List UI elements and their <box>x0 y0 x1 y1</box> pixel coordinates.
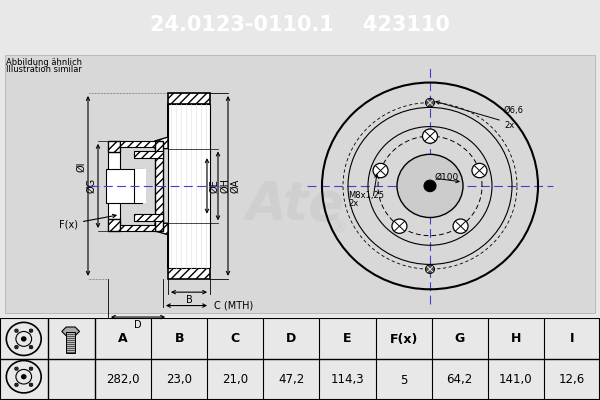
Text: M8x1,25: M8x1,25 <box>348 191 384 200</box>
Text: D: D <box>286 332 296 346</box>
Circle shape <box>453 219 468 233</box>
Polygon shape <box>134 150 163 158</box>
Circle shape <box>29 346 33 349</box>
Circle shape <box>15 383 18 386</box>
Circle shape <box>373 163 388 178</box>
Text: F(x): F(x) <box>389 332 418 346</box>
Circle shape <box>397 154 463 218</box>
Circle shape <box>472 163 487 178</box>
Circle shape <box>22 375 26 379</box>
Circle shape <box>424 180 436 192</box>
Polygon shape <box>155 141 163 231</box>
Circle shape <box>29 329 33 332</box>
Text: Ate: Ate <box>245 179 344 231</box>
Circle shape <box>392 219 407 233</box>
Text: 2x: 2x <box>504 121 514 130</box>
Text: A: A <box>118 332 128 346</box>
Text: G: G <box>455 332 465 346</box>
Text: 141,0: 141,0 <box>499 374 533 386</box>
Text: ®: ® <box>332 220 347 234</box>
Text: 21,0: 21,0 <box>222 374 248 386</box>
Polygon shape <box>155 223 168 268</box>
Text: H: H <box>511 332 521 346</box>
Circle shape <box>422 129 437 143</box>
Text: ØI: ØI <box>76 162 86 172</box>
Text: Abbildung ähnlich: Abbildung ähnlich <box>6 58 82 67</box>
Text: E: E <box>343 332 352 346</box>
Bar <box>106 169 142 203</box>
Text: C: C <box>231 332 240 346</box>
Circle shape <box>425 98 434 107</box>
Text: B: B <box>175 332 184 346</box>
Polygon shape <box>168 268 210 279</box>
Text: Ø6,6: Ø6,6 <box>504 106 524 115</box>
Polygon shape <box>108 220 120 231</box>
Text: 23,0: 23,0 <box>166 374 192 386</box>
Text: ØG: ØG <box>86 178 96 194</box>
Text: B: B <box>185 295 193 305</box>
Text: 64,2: 64,2 <box>446 374 473 386</box>
Polygon shape <box>155 104 168 148</box>
Text: ØE: ØE <box>209 179 219 193</box>
Text: 2x: 2x <box>348 199 358 208</box>
Text: 24.0123-0110.1    423110: 24.0123-0110.1 423110 <box>150 15 450 35</box>
Text: C (MTH): C (MTH) <box>214 300 253 310</box>
Text: 5: 5 <box>400 374 407 386</box>
Polygon shape <box>108 141 120 152</box>
Bar <box>66 332 76 353</box>
Circle shape <box>425 265 434 274</box>
Text: ØH: ØH <box>220 178 230 194</box>
Circle shape <box>22 337 26 341</box>
Polygon shape <box>62 327 80 336</box>
Circle shape <box>15 367 18 370</box>
Text: 282,0: 282,0 <box>106 374 140 386</box>
Text: Illustration similar: Illustration similar <box>6 65 82 74</box>
Bar <box>134 169 146 203</box>
Text: I: I <box>569 332 574 346</box>
Text: 47,2: 47,2 <box>278 374 305 386</box>
Text: F(x): F(x) <box>59 214 116 229</box>
Text: D: D <box>134 320 142 330</box>
Polygon shape <box>120 225 155 231</box>
Text: 114,3: 114,3 <box>331 374 364 386</box>
Circle shape <box>29 383 33 386</box>
Text: ØA: ØA <box>230 179 240 193</box>
Circle shape <box>29 367 33 370</box>
Bar <box>168 104 210 268</box>
Polygon shape <box>134 214 163 221</box>
Text: 12,6: 12,6 <box>559 374 585 386</box>
Circle shape <box>15 346 18 349</box>
Text: Ø100: Ø100 <box>435 173 459 182</box>
Polygon shape <box>168 93 210 104</box>
Polygon shape <box>108 152 120 220</box>
Polygon shape <box>120 141 155 147</box>
Circle shape <box>15 329 18 332</box>
